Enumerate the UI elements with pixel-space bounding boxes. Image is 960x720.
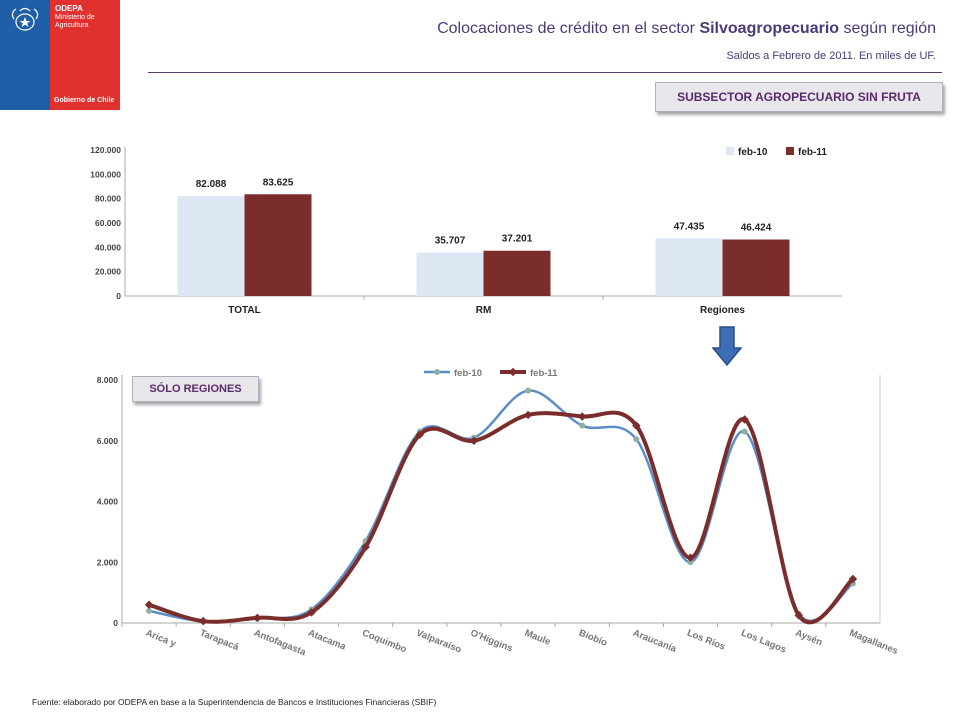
y-tick-label: 0	[113, 618, 118, 628]
bar-feb-11	[722, 239, 790, 296]
title-divider	[148, 72, 942, 73]
bar-data-label: 82.088	[196, 179, 227, 190]
x-category-label: Atacama	[306, 628, 348, 653]
point-feb-11	[686, 553, 695, 562]
y-tick-label: 6.000	[97, 436, 119, 446]
x-category-label: Magallanes	[848, 628, 900, 657]
x-category-label: Valparaíso	[415, 628, 463, 656]
point-feb-11	[577, 412, 587, 421]
y-tick-label: 40.000	[95, 242, 121, 252]
y-tick-label: 120.000	[90, 145, 121, 155]
legend-label: feb-11	[798, 147, 827, 158]
bar-feb-11	[244, 194, 312, 296]
y-tick-label: 20.000	[95, 267, 121, 277]
subsector-banner: SUBSECTOR AGROPECUARIO SIN FRUTA	[655, 82, 943, 112]
bar-chart: 0 20.000 40.000 60.000 80.000 100.000 120.000 8…	[90, 145, 842, 316]
bar-data-label: 37.201	[502, 234, 533, 245]
bar-feb-10	[177, 196, 245, 296]
legend-label: feb-10	[738, 147, 768, 158]
logo-org-text: ODEPA	[55, 4, 83, 13]
series-line-feb-11	[148, 410, 855, 625]
x-category-label: RM	[476, 305, 492, 316]
legend-label: feb-11	[530, 368, 558, 379]
logo-gov-text: Gobierno de Chile	[54, 97, 115, 104]
legend-marker	[508, 367, 518, 377]
odepa-logo: ODEPA Ministerio de Agricultura Gobierno…	[0, 0, 120, 110]
x-category-label: Coquimbo	[361, 628, 409, 656]
page-title: Colocaciones de crédito en el sector Sil…	[437, 20, 936, 37]
point-feb-11	[144, 600, 154, 610]
x-category-label: Los Lagos	[740, 628, 788, 656]
regions-only-badge: SÓLO REGIONES	[132, 376, 259, 402]
down-arrow-icon	[712, 326, 742, 366]
x-category-label: Arica y	[144, 628, 178, 650]
coat-of-arms-icon	[11, 7, 39, 31]
legend-swatch	[786, 147, 794, 155]
point-feb-11	[253, 613, 262, 623]
x-category-label: Tarapacá	[198, 628, 241, 654]
y-tick-label: 100.000	[90, 169, 121, 179]
bar-data-label: 35.707	[435, 236, 466, 247]
point-feb-10	[525, 387, 532, 394]
point-feb-10	[687, 559, 694, 566]
point-feb-11	[198, 616, 208, 626]
point-feb-10	[633, 436, 640, 443]
bar-feb-10	[655, 238, 723, 296]
source-footnote: Fuente: elaborado por ODEPA en base a la…	[32, 697, 437, 707]
x-category-label: Antofagasta	[252, 628, 308, 659]
x-category-label: Biobío	[577, 628, 609, 649]
point-feb-11	[361, 542, 370, 552]
logo-red-block	[50, 0, 120, 110]
legend-marker	[434, 369, 440, 375]
x-category-label: Regiones	[700, 305, 745, 316]
bar-data-label: 83.625	[263, 177, 294, 188]
point-feb-10	[579, 422, 586, 429]
y-tick-label: 60.000	[95, 218, 121, 228]
y-tick-label: 80.000	[95, 194, 121, 204]
x-category-label: TOTAL	[228, 305, 260, 316]
bar-data-label: 47.435	[674, 221, 705, 232]
point-feb-11	[307, 608, 316, 617]
x-category-label: Araucanía	[631, 628, 678, 656]
x-category-label: Maule	[523, 628, 552, 648]
point-feb-11	[632, 421, 641, 430]
x-category-label: Aysén	[794, 628, 824, 649]
point-feb-10	[146, 607, 153, 614]
legend-swatch	[726, 147, 734, 155]
y-tick-label: 2.000	[97, 557, 119, 567]
legend-label: feb-10	[454, 368, 482, 379]
point-feb-11	[469, 436, 479, 445]
bar-data-label: 46.424	[741, 223, 772, 234]
page-subtitle: Saldos a Febrero de 2011. En miles de UF…	[726, 50, 936, 62]
line-chart: 0 2.000 4.000 6.000 8.000 Arica y Tarapacá Anto…	[97, 367, 900, 659]
bar-feb-11	[483, 250, 551, 296]
y-tick-label: 8.000	[97, 375, 119, 385]
logo-ministry-text: Ministerio de Agricultura	[55, 14, 95, 29]
x-category-label: Los Ríos	[685, 628, 726, 653]
point-feb-11	[523, 410, 533, 420]
y-tick-label: 0	[116, 291, 121, 301]
x-category-label: O'Higgins	[469, 628, 514, 655]
bar-feb-10	[416, 252, 484, 296]
y-tick-label: 4.000	[97, 497, 119, 507]
point-feb-11	[415, 430, 425, 439]
point-feb-10	[741, 428, 748, 435]
